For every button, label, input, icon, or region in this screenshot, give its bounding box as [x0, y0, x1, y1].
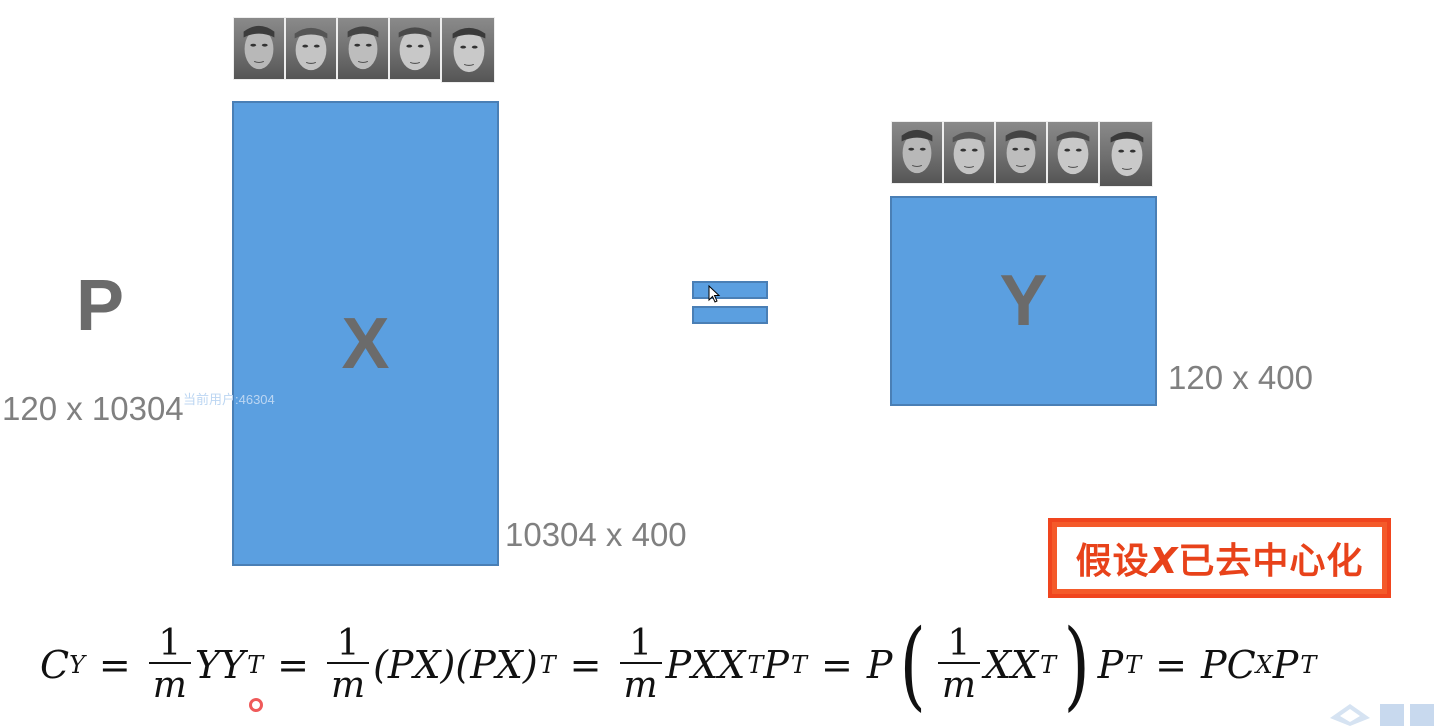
face-thumbnail: [389, 17, 441, 80]
pointer-dot: [249, 698, 263, 712]
equals-sign: [692, 281, 768, 326]
face-thumbnail: [337, 17, 389, 80]
face-thumbnail: [995, 121, 1047, 184]
watermark: 当前用户:46304: [183, 392, 275, 407]
callout-text: 假设X已去中心化: [1075, 541, 1364, 582]
face-thumbnail: [285, 17, 337, 80]
mouse-cursor-icon: [708, 285, 721, 303]
face-thumbnail: [233, 17, 285, 80]
face-thumbnail: [441, 17, 495, 83]
matrix-p-label: P: [76, 266, 125, 346]
x-face-strip: [233, 17, 495, 83]
face-thumbnail: [1047, 121, 1099, 184]
formula-sub-y: Y: [69, 651, 85, 679]
centering-callout: 假设X已去中心化: [1048, 518, 1391, 598]
face-thumbnail: [1099, 121, 1153, 187]
matrix-y-dims: 120 x 400: [1168, 359, 1313, 396]
matrix-p-dims: 120 x 10304: [2, 390, 184, 427]
formula-c: C: [40, 643, 70, 687]
equals-bar-bottom: [692, 306, 768, 324]
logo-icon: [1330, 704, 1434, 726]
face-thumbnail: [891, 121, 943, 184]
matrix-x: X: [232, 101, 499, 566]
matrix-y-label: Y: [999, 261, 1048, 341]
matrix-y: Y: [890, 196, 1157, 406]
face-thumbnail: [943, 121, 995, 184]
y-face-strip: [891, 121, 1153, 187]
equals-bar-top: [692, 281, 768, 299]
matrix-x-dims: 10304 x 400: [505, 516, 687, 553]
matrix-x-label: X: [341, 304, 390, 384]
